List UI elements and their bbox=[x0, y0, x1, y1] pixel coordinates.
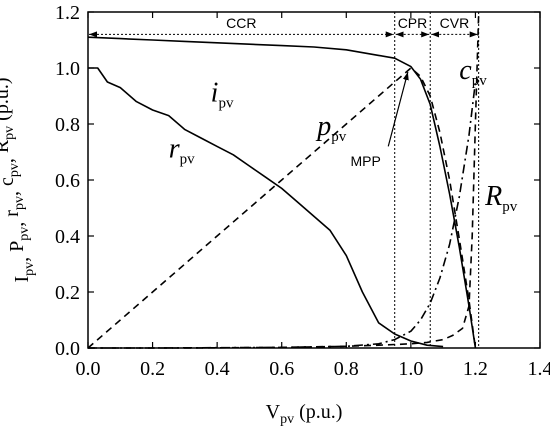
x-tick-label: 1.0 bbox=[398, 358, 423, 380]
y-axis-title-sep: (p.u.) bbox=[0, 77, 13, 125]
x-tick-label: 0.0 bbox=[76, 358, 101, 380]
x-tick-label: 0.4 bbox=[205, 358, 230, 380]
series-label-main: p bbox=[315, 111, 331, 142]
series-label-i: ipv bbox=[211, 78, 234, 112]
x-tick-label: 0.2 bbox=[140, 358, 165, 380]
series-label-sub: pv bbox=[502, 199, 517, 215]
y-axis-title-sub: pv bbox=[17, 227, 32, 241]
x-tick-label: 1.2 bbox=[463, 358, 488, 380]
y-axis-title-sep: , bbox=[6, 217, 28, 227]
region-label-cpr: CPR bbox=[398, 15, 428, 31]
y-tick-label: 0.8 bbox=[55, 114, 80, 136]
mpp-label: MPP bbox=[350, 153, 380, 169]
series-r-cap-line bbox=[88, 11, 480, 349]
y-axis-title: Ipv, Ppv, rpv, cpv, Rpv (p.u.) bbox=[0, 77, 37, 282]
y-axis-title-sub: pv bbox=[22, 262, 37, 276]
series-i-lc-line bbox=[87, 36, 477, 349]
series-label-main: R bbox=[484, 181, 502, 212]
series-label-sub: pv bbox=[218, 96, 234, 112]
plot-frame bbox=[87, 11, 541, 349]
series-c-lc-line bbox=[88, 81, 477, 349]
y-axis-title-symbol: r bbox=[1, 210, 23, 217]
series-label-main: i bbox=[211, 78, 219, 109]
x-axis-title-units: (p.u.) bbox=[294, 401, 342, 423]
y-axis-title-sep: , bbox=[0, 153, 18, 163]
y-axis-title-sep: , bbox=[1, 186, 23, 196]
series-label-main: r bbox=[169, 134, 180, 165]
y-axis-title-sub: pv bbox=[12, 196, 27, 210]
y-tick-label: 0.6 bbox=[55, 170, 80, 192]
series-r-lc-line bbox=[88, 67, 444, 348]
series-label-main: c bbox=[459, 55, 472, 86]
x-axis-title-main: V bbox=[266, 401, 281, 423]
region-label-ccr: CCR bbox=[226, 15, 256, 31]
y-axis-title-symbol: P bbox=[6, 241, 28, 252]
y-axis-title-sub: pv bbox=[7, 163, 22, 177]
mpp-arrow bbox=[387, 71, 409, 147]
y-tick-label: 0.0 bbox=[55, 338, 80, 360]
y-tick-label: 1.0 bbox=[55, 58, 80, 80]
series-label-sub: pv bbox=[472, 73, 488, 89]
y-tick-label: 0.2 bbox=[55, 282, 80, 304]
series-label-p: ppv bbox=[315, 111, 347, 145]
x-axis-title-sub: pv bbox=[280, 412, 294, 427]
series-label-r: rpv bbox=[169, 134, 195, 168]
x-tick-label: 0.6 bbox=[269, 358, 294, 380]
series-label-sub: pv bbox=[180, 152, 196, 168]
x-tick-label: 1.4 bbox=[528, 358, 550, 380]
series-label-c: cpv bbox=[459, 55, 487, 89]
y-axis-title-symbol: c bbox=[0, 177, 18, 186]
x-tick-label: 0.8 bbox=[334, 358, 359, 380]
y-tick-label: 1.2 bbox=[55, 2, 80, 24]
y-axis-title-sub: pv bbox=[2, 126, 17, 140]
y-axis-title-symbol: I bbox=[11, 276, 33, 283]
series-label-r-cap: Rpv bbox=[484, 181, 518, 215]
y-axis-title-symbol: R bbox=[0, 139, 13, 153]
x-axis-title: Vpv (p.u.) bbox=[266, 401, 343, 427]
region-label-cvr: CVR bbox=[440, 15, 470, 31]
y-tick-label: 0.4 bbox=[55, 226, 80, 248]
series-p-lc-line bbox=[87, 67, 477, 349]
series-label-sub: pv bbox=[331, 129, 347, 145]
y-axis-title-sep: , bbox=[11, 252, 33, 262]
